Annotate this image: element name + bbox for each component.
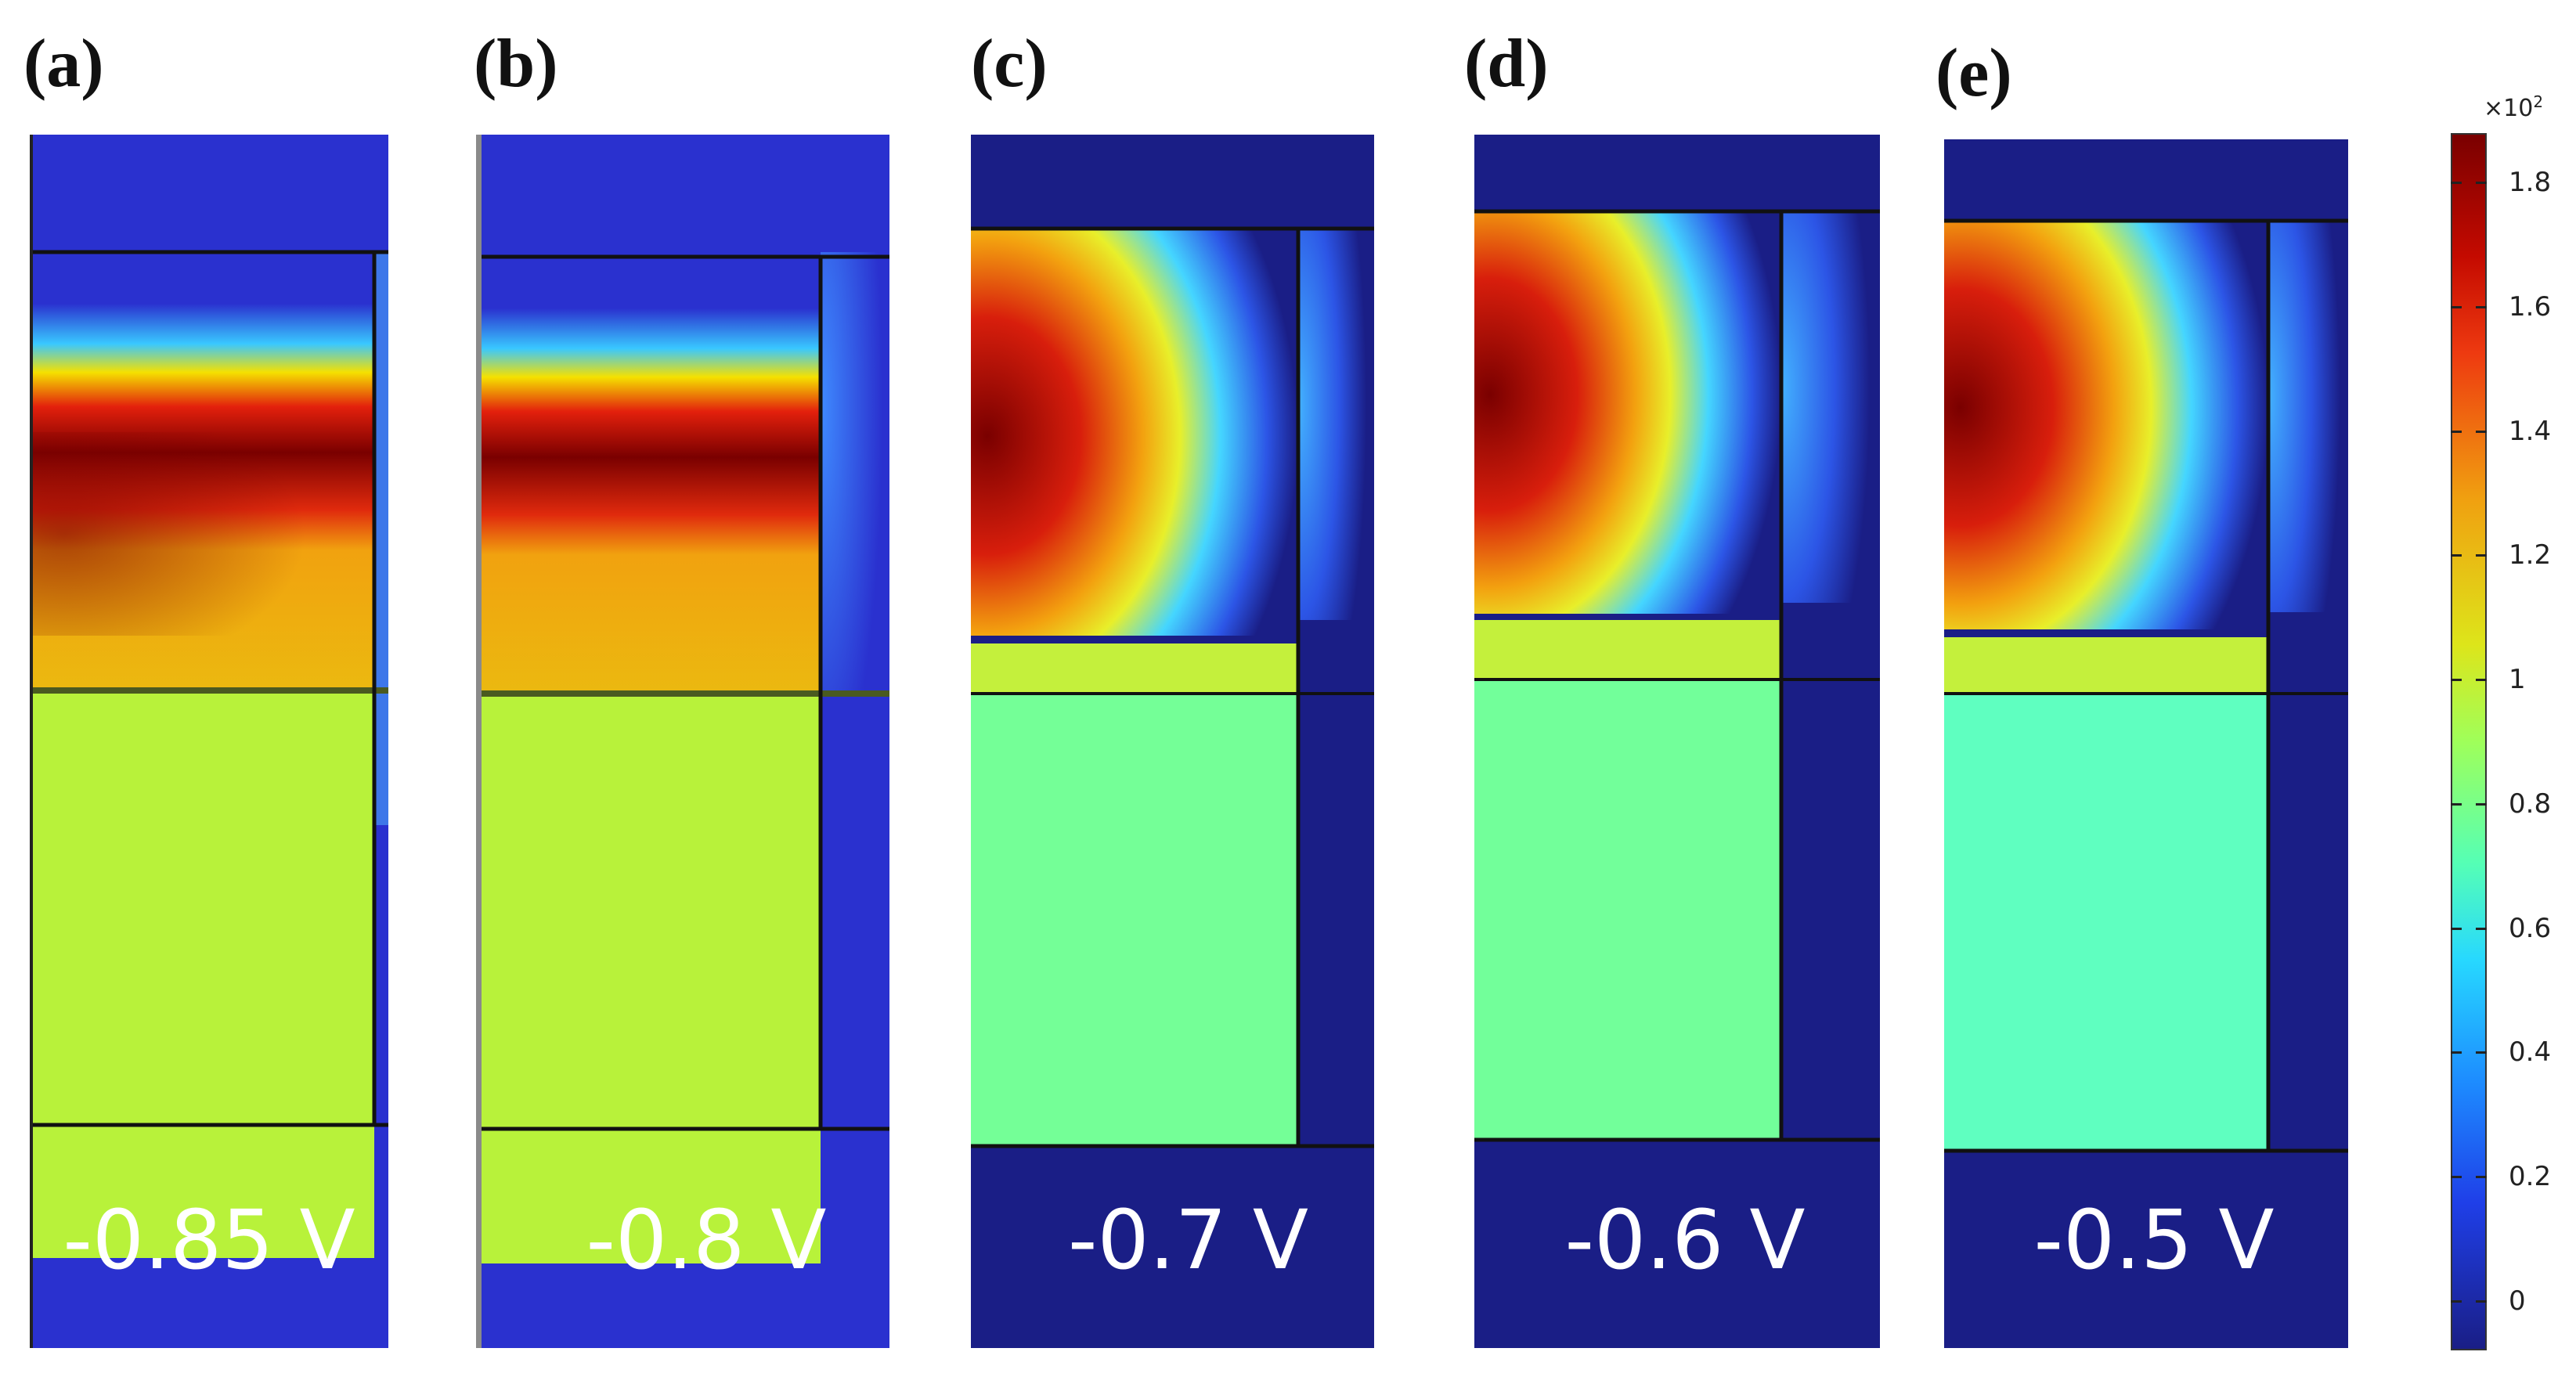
colorbar-tick xyxy=(2476,1175,2487,1178)
colorbar-tick-label: 1.6 xyxy=(2509,291,2552,323)
panel-a-field xyxy=(30,135,388,1348)
colorbar-tick xyxy=(2451,1299,2462,1303)
colorbar-tick xyxy=(2476,1299,2487,1303)
panel-e-upper-fill xyxy=(1944,694,2268,1151)
colorbar-tick xyxy=(2476,182,2487,185)
panel-b: -0.8 V xyxy=(476,135,889,1348)
colorbar xyxy=(2451,133,2487,1350)
voltage-label-b: -0.8 V xyxy=(586,1192,827,1288)
panel-d: -0.6 V xyxy=(1474,135,1880,1348)
colorbar-tick xyxy=(2451,1051,2462,1054)
colorbar-tick xyxy=(2476,306,2487,309)
colorbar-tick xyxy=(2476,802,2487,806)
colorbar-tick-label: 1 xyxy=(2509,664,2526,696)
colorbar-tick xyxy=(2476,927,2487,930)
colorbar-tick xyxy=(2451,802,2462,806)
colorbar-tick xyxy=(2476,1051,2487,1054)
voltage-label-d: -0.6 V xyxy=(1564,1192,1806,1288)
panel-c-field xyxy=(971,135,1374,1348)
panel-a-upper-fill xyxy=(30,690,374,1258)
colorbar-tick xyxy=(2451,679,2462,682)
colorbar-tick xyxy=(2451,554,2462,557)
colorbar-tick-label: 1.4 xyxy=(2509,415,2552,447)
colorbar-tick xyxy=(2451,1175,2462,1178)
voltage-label-c: -0.7 V xyxy=(1067,1192,1309,1288)
panel-d-field xyxy=(1474,135,1880,1348)
colorbar-tick-label: 0.2 xyxy=(2509,1160,2552,1192)
colorbar-tick-label: 1.8 xyxy=(2509,167,2552,199)
colorbar-tick-label: 1.2 xyxy=(2509,539,2552,571)
panel-e: -0.5 V xyxy=(1944,139,2348,1348)
colorbar-tick xyxy=(2451,306,2462,309)
colorbar-tick-label: 0.4 xyxy=(2509,1036,2552,1069)
colorbar-tick xyxy=(2451,430,2462,433)
colorbar-multiplier-base: ×10 xyxy=(2484,95,2534,122)
panel-b-field xyxy=(476,135,889,1348)
colorbar-tick-label: 0.8 xyxy=(2509,788,2552,820)
panel-a: -0.85 V xyxy=(30,135,388,1348)
colorbar-tick xyxy=(2476,554,2487,557)
panel-d-upper-fill xyxy=(1474,679,1781,1140)
colorbar-multiplier: ×102 xyxy=(2484,92,2543,122)
colorbar-tick xyxy=(2451,182,2462,185)
colorbar-tick xyxy=(2476,679,2487,682)
voltage-label-a: -0.85 V xyxy=(63,1192,355,1288)
colorbar-tick-label: 0.6 xyxy=(2509,912,2552,944)
panel-label-e: (e) xyxy=(1936,35,2012,111)
colorbar-tick xyxy=(2476,430,2487,433)
colorbar-tick xyxy=(2451,927,2462,930)
panel-label-a: (a) xyxy=(23,26,104,102)
panel-c: -0.7 V xyxy=(971,135,1374,1348)
panel-c-upper-fill xyxy=(971,694,1298,1146)
panel-label-b: (b) xyxy=(474,26,558,102)
panel-label-c: (c) xyxy=(971,26,1048,102)
panel-label-d: (d) xyxy=(1464,26,1549,102)
panel-b-upper-fill xyxy=(476,694,821,1263)
panel-e-field xyxy=(1944,139,2348,1348)
colorbar-exponent: 2 xyxy=(2533,92,2544,111)
voltage-label-e: -0.5 V xyxy=(2033,1192,2275,1288)
colorbar-tick-label: 0 xyxy=(2509,1285,2526,1317)
